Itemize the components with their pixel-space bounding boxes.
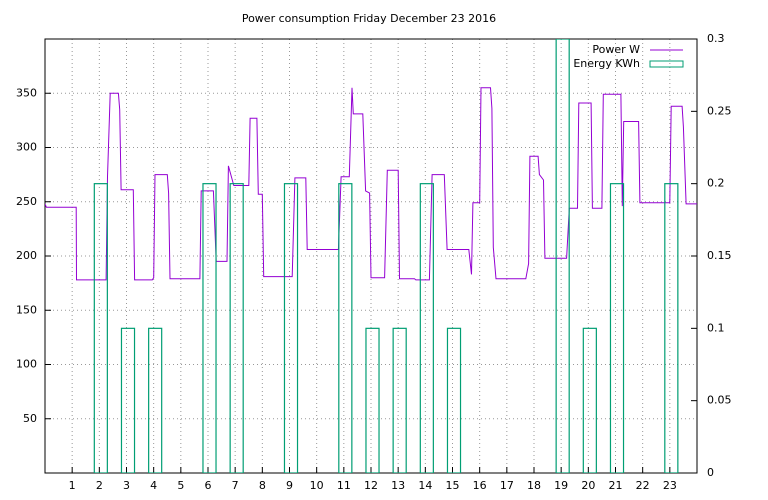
x-tick-label: 21	[609, 479, 623, 492]
energy-box	[446, 327, 462, 473]
y-tick-label: 350	[16, 86, 37, 99]
x-tick-label: 8	[259, 479, 266, 492]
y2-tick-label: 0	[707, 466, 714, 479]
energy-box	[365, 327, 380, 473]
x-tick-label: 12	[364, 479, 378, 492]
y-tick-label: 150	[16, 303, 37, 316]
energy-box	[93, 183, 108, 473]
x-tick-label: 22	[636, 479, 650, 492]
x-tick-label: 5	[177, 479, 184, 492]
energy-box	[283, 183, 299, 473]
legend-label: Power W	[592, 43, 640, 56]
x-tick-label: 19	[554, 479, 568, 492]
energy-box	[202, 183, 217, 473]
x-tick-label: 17	[500, 479, 514, 492]
y2-tick-label: 0.15	[707, 249, 732, 262]
y-tick-label: 300	[16, 141, 37, 154]
x-tick-label: 18	[527, 479, 541, 492]
chart-title: Power consumption Friday December 23 201…	[242, 12, 496, 25]
x-tick-label: 6	[205, 479, 212, 492]
x-tick-label: 16	[473, 479, 487, 492]
energy-box	[120, 327, 136, 473]
power-line	[45, 87, 697, 281]
x-tick-label: 1	[69, 479, 76, 492]
energy-box	[338, 183, 353, 473]
x-tick-label: 13	[391, 479, 405, 492]
energy-box	[555, 39, 570, 473]
x-tick-label: 14	[418, 479, 432, 492]
x-tick-label: 20	[581, 479, 595, 492]
y-tick-label: 100	[16, 358, 37, 371]
energy-box	[582, 327, 597, 473]
energy-box	[148, 327, 163, 473]
y-tick-label: 250	[16, 195, 37, 208]
x-tick-label: 4	[150, 479, 157, 492]
x-tick-label: 15	[446, 479, 460, 492]
y2-tick-label: 0.3	[707, 32, 725, 45]
x-tick-label: 2	[96, 479, 103, 492]
y2-tick-label: 0.25	[707, 104, 732, 117]
energy-box	[664, 183, 679, 473]
energy-box	[229, 183, 244, 473]
energy-box	[392, 327, 407, 473]
energy-box	[419, 183, 434, 473]
x-tick-label: 7	[232, 479, 239, 492]
legend-label: Energy KWh	[573, 57, 640, 70]
y2-tick-label: 0.1	[707, 321, 725, 334]
y2-tick-label: 0.2	[707, 177, 725, 190]
legend-swatch	[649, 60, 684, 68]
y-tick-label: 50	[23, 412, 37, 425]
y-tick-label: 200	[16, 249, 37, 262]
x-tick-label: 10	[310, 479, 324, 492]
x-tick-label: 23	[663, 479, 677, 492]
x-tick-label: 9	[286, 479, 293, 492]
x-tick-label: 11	[337, 479, 351, 492]
energy-box	[609, 183, 625, 473]
y2-tick-label: 0.05	[707, 394, 732, 407]
x-tick-label: 3	[123, 479, 130, 492]
